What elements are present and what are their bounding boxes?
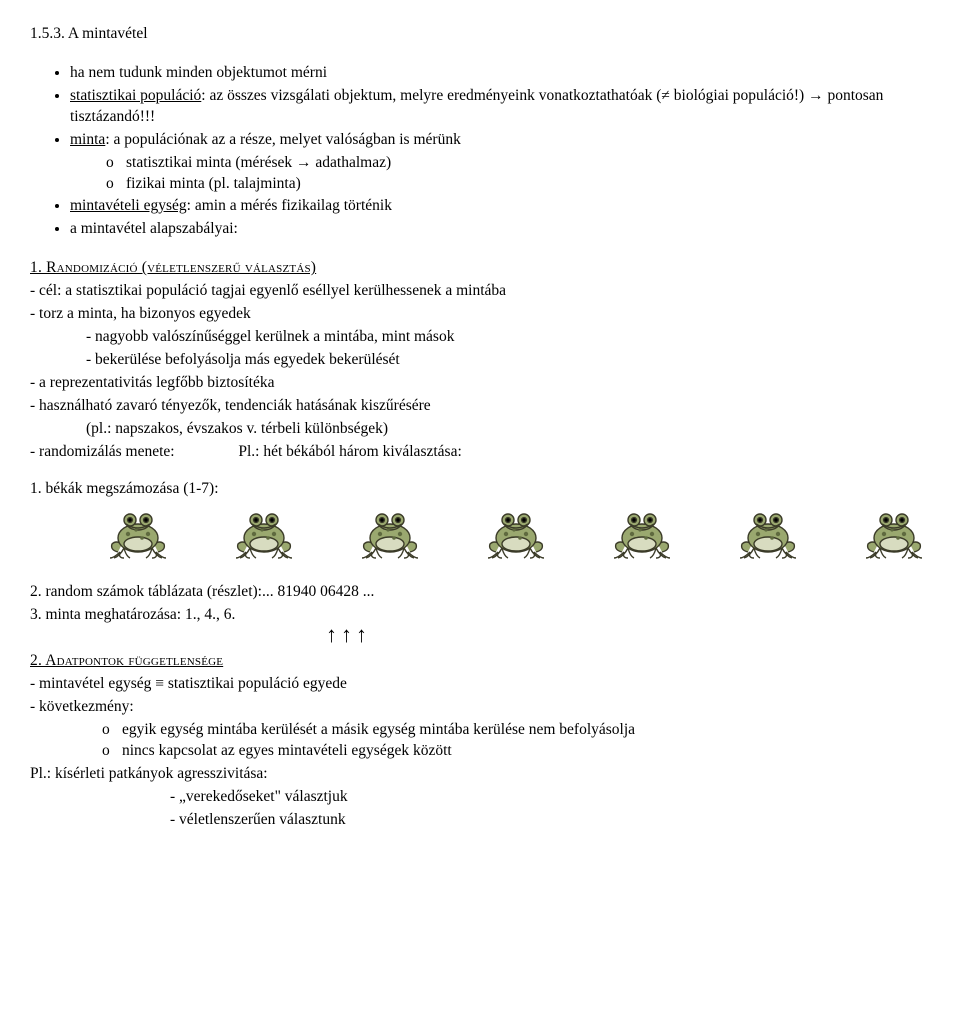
rule1-step1: 1. békák megszámozása (1-7): xyxy=(30,479,942,500)
sub-bullet-list: statisztikai minta (mérések → adathalmaz… xyxy=(70,153,942,195)
rule1-line: - cél: a statisztikai populáció tagjai e… xyxy=(30,281,942,302)
rule2-title: 2. Adatpontok függetlensége xyxy=(30,651,942,672)
frog-icon xyxy=(736,508,800,560)
up-arrow-icon: ↑ xyxy=(341,628,352,641)
frog-icon xyxy=(358,508,422,560)
bullet-item: mintavételi egység: amin a mérés fizikai… xyxy=(70,196,942,217)
section-heading: 1.5.3. A mintavétel xyxy=(30,24,942,45)
rule2-line: - mintavétel egység ≡ statisztikai popul… xyxy=(30,674,942,695)
arrows-row: ↑ ↑ ↑ xyxy=(30,628,942,641)
frog-icon xyxy=(232,508,296,560)
frog-icon xyxy=(610,508,674,560)
bullet-text: : amin a mérés fizikailag történik xyxy=(187,197,392,214)
bullet-item: minta: a populációnak az a része, melyet… xyxy=(70,130,942,195)
up-arrow-icon: ↑ xyxy=(326,628,337,641)
rule1-subline: (pl.: napszakos, évszakos v. térbeli kül… xyxy=(30,419,942,440)
term-underlined: mintavételi egység xyxy=(70,197,187,214)
frogs-row xyxy=(30,508,942,567)
term-underlined: minta xyxy=(70,131,105,148)
frog-icon xyxy=(862,508,926,560)
rule1-subline: - nagyobb valószínűséggel kerülnek a min… xyxy=(30,327,942,348)
rule1-l5a: - randomizálás menete: xyxy=(30,443,175,460)
rule1-line: - randomizálás menete: Pl.: hét békából … xyxy=(30,442,942,463)
rule2-line: Pl.: kísérleti patkányok agresszivitása: xyxy=(30,764,942,785)
rule2-subline: - véletlenszerűen választunk xyxy=(30,810,942,831)
term-underlined: statisztikai populáció xyxy=(70,87,201,104)
rule1-title: 1. Randomizáció (véletlenszerű választás… xyxy=(30,258,942,279)
bullet-item: statisztikai populáció: az összes vizsgá… xyxy=(70,86,942,128)
rule2-line: - következmény: xyxy=(30,697,942,718)
rule1-line: - a reprezentativitás legfőbb biztosíték… xyxy=(30,373,942,394)
bullet-item: a mintavétel alapszabályai: xyxy=(70,219,942,240)
rule1-line: - torz a minta, ha bizonyos egyedek xyxy=(30,304,942,325)
rule1-step2: 2. random számok táblázata (részlet):...… xyxy=(30,582,942,603)
rule1-l5b: Pl.: hét békából három kiválasztása: xyxy=(238,443,461,460)
up-arrow-icon: ↑ xyxy=(356,628,367,641)
rule2-sublist: egyik egység mintába kerülését a másik e… xyxy=(30,720,942,762)
rule2-sub-item: nincs kapcsolat az egyes mintavételi egy… xyxy=(102,741,942,762)
sub-bullet-item: fizikai minta (pl. talajminta) xyxy=(106,174,942,195)
rule1-line: - használható zavaró tényezők, tendenciá… xyxy=(30,396,942,417)
rule1-subline: - bekerülése befolyásolja más egyedek be… xyxy=(30,350,942,371)
rule1-step3: 3. minta meghatározása: 1., 4., 6. xyxy=(30,605,942,626)
bullet-text: : a populációnak az a része, melyet való… xyxy=(105,131,461,148)
bullet-item: ha nem tudunk minden objektumot mérni xyxy=(70,63,942,84)
rule2-subline: - „verekedőseket" választjuk xyxy=(30,787,942,808)
frog-icon xyxy=(484,508,548,560)
sub-bullet-item: statisztikai minta (mérések → adathalmaz… xyxy=(106,153,942,174)
frog-icon xyxy=(106,508,170,560)
rule2-sub-item: egyik egység mintába kerülését a másik e… xyxy=(102,720,942,741)
main-bullet-list: ha nem tudunk minden objektumot mérni st… xyxy=(30,63,942,240)
